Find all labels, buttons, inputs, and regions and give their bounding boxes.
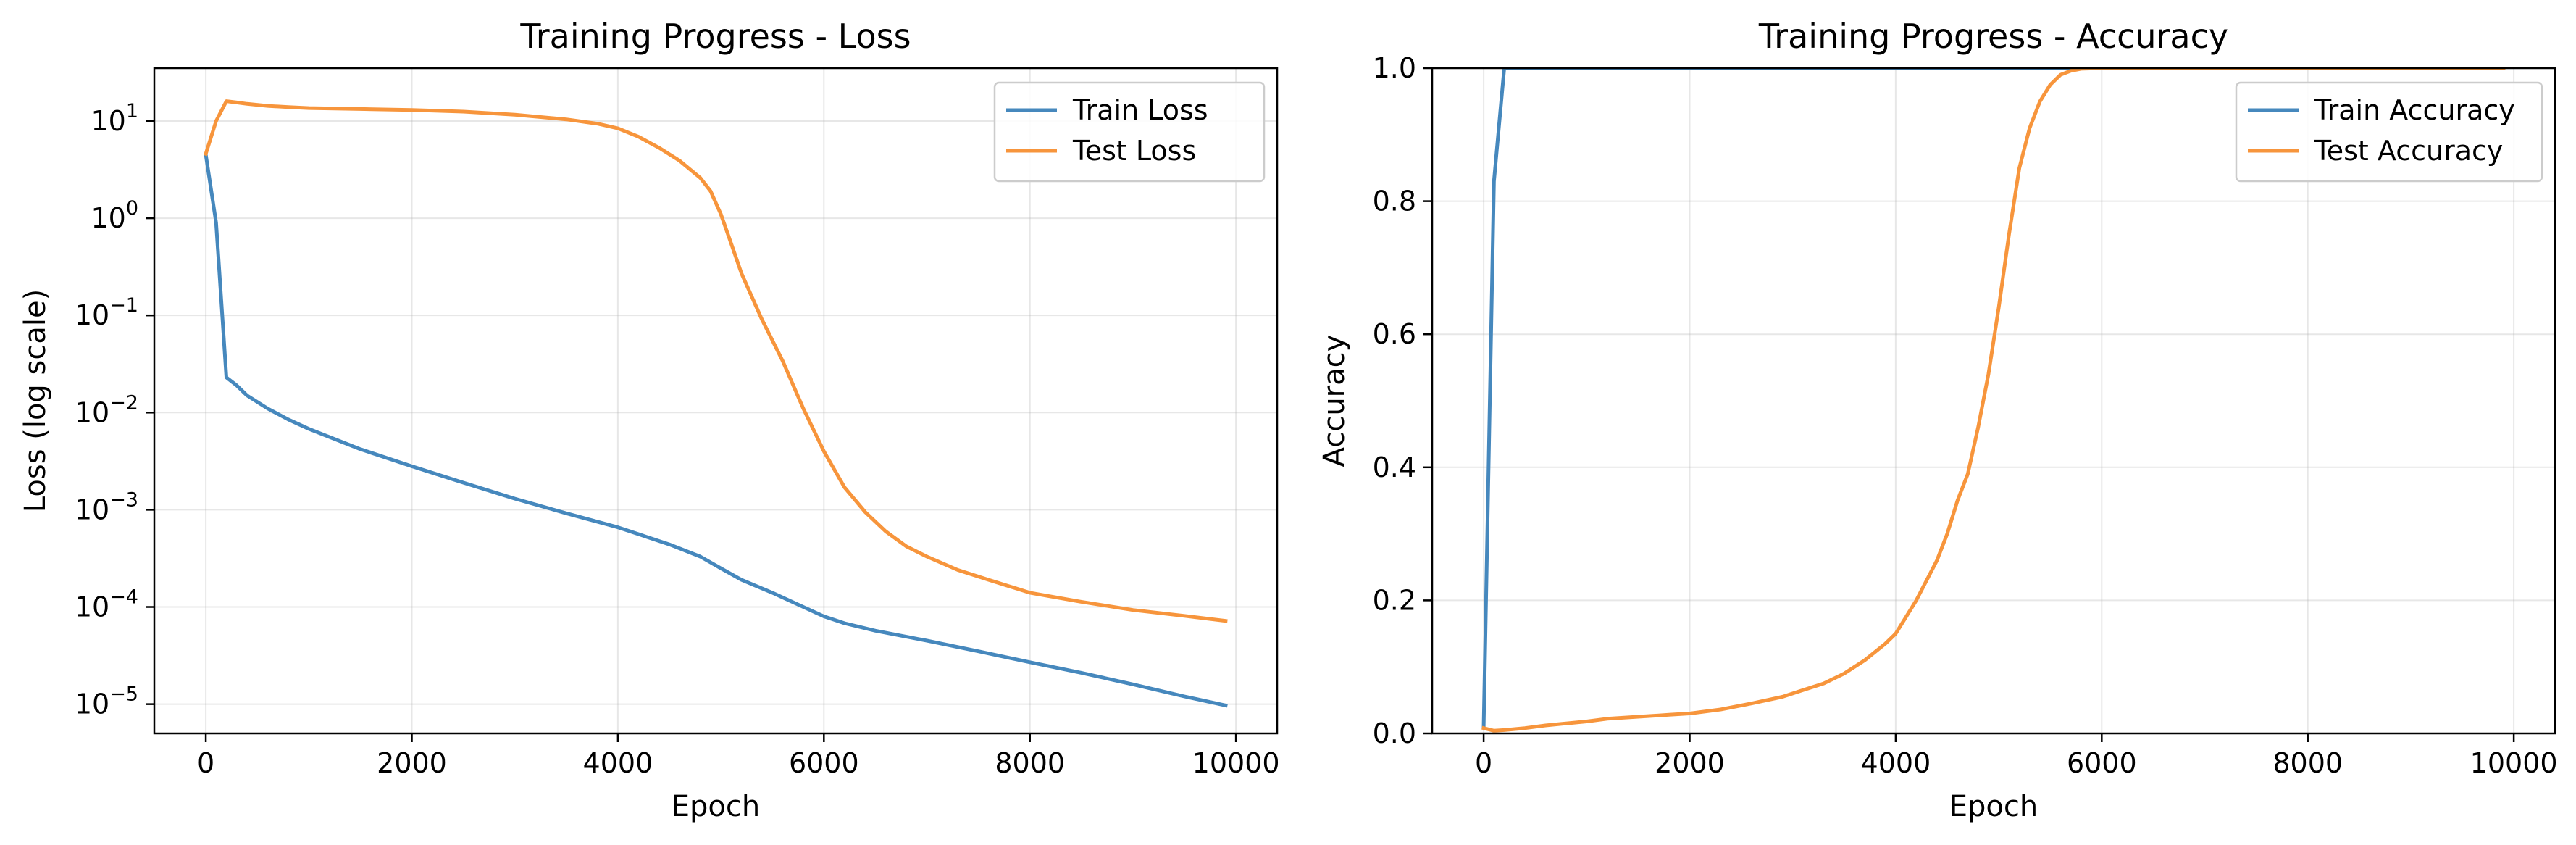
loss-y-axis-label: Loss (log scale) [19,289,52,512]
loss-y-tick-exponent: −1 [109,294,138,317]
loss-legend-frame [993,81,1266,183]
loss-y-tick-exponent: −5 [109,683,138,706]
accuracy-y-axis-label: Accuracy [1318,335,1351,467]
loss-legend-label: Test Loss [1072,135,1196,167]
loss-x-tick-label: 2000 [377,747,447,779]
loss-y-tick-exponent: −2 [109,391,138,414]
loss-y-tick-exponent: −3 [109,488,138,511]
accuracy-y-tick-label: 1.0 [1373,52,1416,84]
loss-y-tick-base: 10 [75,396,109,428]
loss-x-tick-label: 6000 [789,747,859,779]
accuracy-x-tick-label: 8000 [2272,747,2343,779]
loss-axes-frame [153,67,1279,735]
loss-y-tick-base: 10 [91,105,125,137]
loss-y-tick-exponent: 0 [126,197,138,220]
accuracy-x-tick-label: 2000 [1655,747,1725,779]
loss-y-tick-label: 10−3 [75,488,138,525]
accuracy-y-tick-label: 0.8 [1373,186,1416,217]
accuracy-y-tick-label: 0.6 [1373,318,1416,350]
accuracy-panel: Training Progress - Accuracy Epoch Accur… [1318,17,2558,823]
loss-series-train-loss-line [204,152,1228,708]
loss-legend: Train Loss Test Loss [993,81,1266,183]
loss-y-tick-label: 10−4 [75,586,138,623]
loss-x-tick-label: 4000 [583,747,653,779]
accuracy-x-tick-label: 6000 [2067,747,2137,779]
loss-series-test-loss-line [203,99,1228,623]
accuracy-x-ticks: 0 2000 4000 6000 8000 10000 [1475,733,2558,779]
loss-x-ticks: 0 2000 4000 6000 8000 10000 [197,733,1280,779]
loss-chart-title: Training Progress - Loss [519,17,911,56]
loss-y-tick-base: 10 [75,494,109,525]
accuracy-x-tick-label: 10000 [2470,747,2558,779]
accuracy-legend: Train Accuracy Test Accuracy [2235,81,2543,183]
loss-x-tick-label: 0 [197,747,214,779]
loss-panel: Training Progress - Loss Epoch Loss (log… [19,17,1280,823]
loss-plot-area [203,99,1228,708]
loss-x-tick-label: 8000 [995,747,1065,779]
loss-y-tick-base: 10 [91,202,125,234]
accuracy-legend-label: Train Accuracy [2314,94,2515,126]
loss-y-tick-base: 10 [75,591,109,623]
accuracy-y-ticks: 0.0 0.2 0.4 0.6 0.8 1.0 [1373,52,1432,749]
loss-y-tick-base: 10 [75,688,109,720]
loss-y-tick-exponent: 1 [126,100,138,122]
loss-y-tick-label: 10−5 [75,683,138,720]
accuracy-x-tick-label: 4000 [1861,747,1931,779]
accuracy-chart-title: Training Progress - Accuracy [1758,17,2228,56]
loss-y-tick-base: 10 [75,299,109,331]
loss-x-axis-label: Epoch [672,790,760,823]
accuracy-y-tick-label: 0.4 [1373,451,1416,483]
accuracy-x-axis-label: Epoch [1949,790,2038,823]
loss-y-tick-label: 101 [91,100,138,137]
accuracy-axes-frame [1431,67,2556,735]
accuracy-x-tick-label: 0 [1475,747,1492,779]
accuracy-y-tick-label: 0.2 [1373,584,1416,616]
accuracy-legend-label: Test Accuracy [2314,135,2503,167]
loss-y-tick-label: 10−1 [75,294,138,331]
loss-legend-label: Train Loss [1072,94,1208,126]
loss-y-tick-label: 10−2 [75,391,138,428]
accuracy-y-tick-label: 0.0 [1373,717,1416,749]
accuracy-legend-frame [2235,81,2543,183]
loss-y-tick-label: 100 [91,197,138,234]
loss-y-tick-exponent: −4 [109,586,138,609]
loss-x-tick-label: 10000 [1192,747,1280,779]
